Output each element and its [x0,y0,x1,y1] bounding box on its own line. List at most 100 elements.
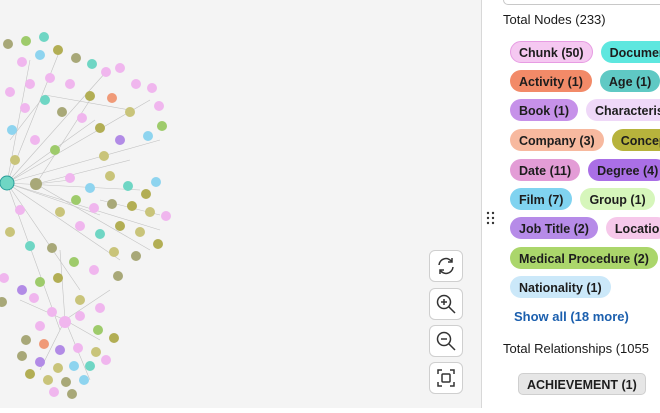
graph-node[interactable] [5,227,15,237]
graph-node[interactable] [77,113,87,123]
graph-node[interactable] [47,307,57,317]
graph-node[interactable] [29,293,39,303]
graph-node[interactable] [95,229,105,239]
graph-node[interactable] [87,59,97,69]
graph-node[interactable] [49,387,59,397]
graph-node[interactable] [53,45,63,55]
show-all-link[interactable]: Show all (18 more) [514,309,629,324]
graph-node[interactable] [115,63,125,73]
label-chip[interactable]: Book (1) [510,99,578,121]
graph-node[interactable] [50,145,60,155]
label-chip[interactable]: Documen [600,41,660,63]
graph-node[interactable] [61,377,71,387]
graph-node[interactable] [55,207,65,217]
graph-node[interactable] [0,297,7,307]
graph-node[interactable] [47,243,57,253]
graph-node[interactable] [75,221,85,231]
graph-node[interactable] [75,295,85,305]
graph-node[interactable] [21,335,31,345]
graph-node[interactable] [131,251,141,261]
graph-node[interactable] [135,227,145,237]
graph-node[interactable] [55,345,65,355]
graph-node[interactable] [101,67,111,77]
graph-node[interactable] [10,155,20,165]
graph-node[interactable] [30,178,42,190]
graph-node[interactable] [67,389,77,399]
graph-node[interactable] [89,203,99,213]
graph-node[interactable] [99,151,109,161]
graph-node[interactable] [35,277,45,287]
label-chip[interactable]: Degree (4) [588,159,660,181]
graph-node[interactable] [17,351,27,361]
graph-node[interactable] [109,247,119,257]
graph-node[interactable] [35,321,45,331]
graph-node[interactable] [145,207,155,217]
graph-node[interactable] [123,181,133,191]
graph-node[interactable] [39,32,49,42]
graph-node[interactable] [79,375,89,385]
graph-node[interactable] [151,177,161,187]
relationship-chip[interactable]: ACHIEVEMENT (1) [518,373,646,395]
graph-node[interactable] [115,135,125,145]
label-chip[interactable]: Job Title (2) [510,217,598,239]
zoom-in-button[interactable] [429,288,463,320]
search-input[interactable] [503,0,660,5]
zoom-out-button[interactable] [429,325,463,357]
graph-node[interactable] [153,239,163,249]
graph-canvas[interactable] [0,0,481,408]
graph-node[interactable] [21,36,31,46]
graph-node[interactable] [25,79,35,89]
graph-node[interactable] [69,361,79,371]
fit-button[interactable] [429,362,463,394]
graph-node[interactable] [75,311,85,321]
graph-node[interactable] [7,125,17,135]
graph-node[interactable] [93,325,103,335]
graph-node[interactable] [125,107,135,117]
graph-node[interactable] [0,175,15,191]
drag-handle[interactable] [486,210,496,226]
graph-node[interactable] [154,101,164,111]
label-chip[interactable]: Group (1) [580,188,655,210]
graph-node[interactable] [131,79,141,89]
graph-node[interactable] [35,357,45,367]
graph-node[interactable] [107,199,117,209]
graph-node[interactable] [53,363,63,373]
graph-node[interactable] [147,83,157,93]
label-chip[interactable]: Concep [611,129,660,151]
graph-node[interactable] [95,123,105,133]
graph-node[interactable] [71,53,81,63]
graph-node[interactable] [20,103,30,113]
graph-node[interactable] [71,195,81,205]
refresh-button[interactable] [429,250,463,282]
label-chip[interactable]: Company (3) [510,129,604,151]
graph-node[interactable] [65,79,75,89]
graph-node[interactable] [43,375,53,385]
graph-node[interactable] [101,355,111,365]
graph-node[interactable] [115,221,125,231]
graph-node[interactable] [141,189,151,199]
graph-node[interactable] [0,273,9,283]
graph-node[interactable] [15,205,25,215]
graph-node[interactable] [17,285,27,295]
graph-node[interactable] [3,39,13,49]
graph-node[interactable] [107,93,117,103]
graph-node[interactable] [25,369,35,379]
graph-node[interactable] [91,347,101,357]
graph-node[interactable] [45,73,55,83]
graph-node[interactable] [17,57,27,67]
divider[interactable] [481,0,482,408]
graph-node[interactable] [5,87,15,97]
graph-node[interactable] [73,343,83,353]
label-chip[interactable]: Medical Procedure (2) [510,247,658,269]
label-chip[interactable]: Date (11) [510,159,581,181]
graph-node[interactable] [85,361,95,371]
label-chip[interactable]: Activity (1) [510,70,592,92]
graph-node[interactable] [85,183,95,193]
graph-node[interactable] [105,171,115,181]
graph-node[interactable] [25,241,35,251]
graph-node[interactable] [30,135,40,145]
graph-node[interactable] [143,131,153,141]
graph-node[interactable] [65,173,75,183]
label-chip[interactable]: Characteris [586,99,660,121]
label-chip[interactable]: Nationality (1) [510,276,611,298]
